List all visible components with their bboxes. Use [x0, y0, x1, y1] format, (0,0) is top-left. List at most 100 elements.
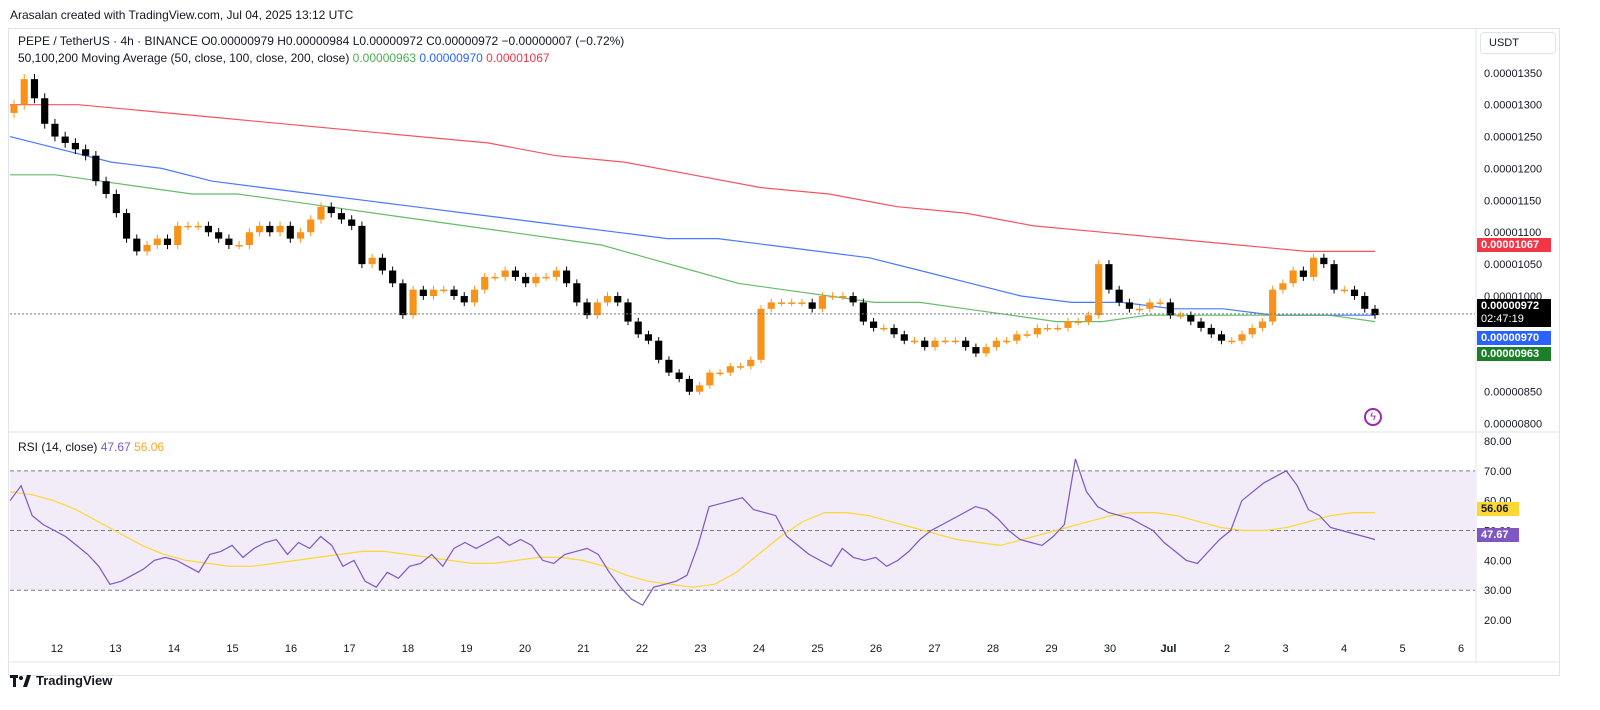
- candle: [614, 296, 622, 303]
- candle: [675, 372, 683, 379]
- candle: [276, 225, 284, 233]
- time-axis-label: Jul: [1161, 643, 1177, 655]
- ohlc-close: C0.00000972: [426, 34, 499, 48]
- candle: [409, 289, 417, 316]
- candle: [603, 296, 612, 303]
- candle: [327, 206, 335, 214]
- candle: [706, 372, 714, 386]
- candle: [1115, 289, 1123, 303]
- rsi-axis-label: 70.00: [1484, 466, 1512, 478]
- candle: [1299, 270, 1307, 277]
- candle: [10, 104, 18, 113]
- price-axis-label: 0.00001150: [1484, 195, 1541, 207]
- time-axis-label: 19: [460, 643, 472, 655]
- candle: [552, 270, 560, 277]
- candle: [399, 283, 407, 316]
- candle: [470, 289, 479, 303]
- candle: [972, 347, 980, 354]
- candle: [1166, 302, 1174, 316]
- candle: [235, 245, 243, 247]
- candle: [962, 340, 970, 348]
- price-axis-label: 0.00001100: [1484, 227, 1541, 239]
- candle: [1095, 264, 1103, 316]
- candle: [440, 289, 448, 292]
- candle: [634, 321, 642, 335]
- candle: [736, 366, 745, 368]
- rsi-signal-tag: 56.06: [1477, 502, 1519, 516]
- ma50-price-tag: 0.00000963: [1477, 347, 1551, 361]
- candle: [317, 206, 325, 220]
- currency-selector-button[interactable]: USDT: [1480, 32, 1556, 54]
- candle: [1248, 327, 1256, 335]
- candle: [307, 219, 315, 233]
- candle: [1084, 315, 1093, 322]
- candle: [1054, 327, 1062, 330]
- candle: [982, 347, 990, 354]
- time-axis-label: 21: [577, 643, 589, 655]
- candle: [685, 378, 693, 392]
- candle: [1003, 340, 1011, 343]
- candle: [532, 276, 540, 284]
- candle: [1228, 340, 1236, 343]
- price-axis-label: 0.00001200: [1484, 163, 1542, 175]
- candle: [481, 276, 489, 290]
- ma50-line: [10, 174, 1376, 323]
- time-axis-label: 15: [226, 643, 238, 655]
- time-axis-label: 24: [753, 643, 765, 655]
- candle: [563, 270, 571, 284]
- candle: [1207, 327, 1215, 335]
- candle: [1176, 315, 1185, 317]
- time-axis-label: 29: [1045, 643, 1057, 655]
- symbol-name[interactable]: PEPE / TetherUS · 4h · BINANCE: [18, 34, 198, 48]
- symbol-legend[interactable]: PEPE / TetherUS · 4h · BINANCE O0.000009…: [18, 34, 624, 48]
- ma-legend[interactable]: 50,100,200 Moving Average (50, close, 10…: [18, 51, 550, 65]
- candle: [245, 232, 253, 245]
- candle: [951, 340, 960, 343]
- tradingview-logo-icon: [10, 674, 31, 687]
- time-axis-label: 22: [636, 643, 648, 655]
- candle: [1258, 321, 1267, 328]
- tradingview-logo[interactable]: TradingView: [10, 673, 112, 688]
- candle: [655, 340, 663, 360]
- candle: [747, 359, 755, 367]
- ma100-line: [9, 136, 1375, 316]
- time-axis-label: 18: [402, 643, 414, 655]
- chart-frame: [8, 28, 1560, 676]
- time-axis-label: 6: [1458, 643, 1464, 655]
- candle: [225, 238, 233, 245]
- candle: [1361, 296, 1369, 309]
- candle: [1350, 289, 1359, 297]
- candle: [1136, 308, 1144, 311]
- candle: [296, 232, 305, 239]
- candle: [1074, 321, 1082, 324]
- candle: [82, 149, 90, 156]
- candle: [869, 321, 878, 328]
- last-price-value: 0.00000972: [1481, 300, 1540, 312]
- candle: [1064, 321, 1072, 328]
- candle: [757, 308, 765, 360]
- candle: [122, 213, 131, 239]
- candle: [941, 340, 949, 343]
- candle: [665, 359, 673, 373]
- candle: [1105, 264, 1113, 290]
- candle: [900, 334, 908, 341]
- rsi-axis-label: 80.00: [1484, 436, 1512, 448]
- candle: [798, 302, 806, 304]
- candle: [593, 302, 601, 316]
- candle: [1023, 334, 1031, 336]
- rsi-legend-label: RSI (14, close): [18, 440, 98, 454]
- price-axis-label: 0.00001300: [1484, 100, 1542, 112]
- time-axis-label: 14: [168, 643, 180, 655]
- candle: [788, 302, 796, 304]
- rsi-legend[interactable]: RSI (14, close) 47.67 56.06: [18, 440, 164, 454]
- candle: [542, 276, 550, 279]
- time-axis-label: 25: [811, 643, 823, 655]
- bar-countdown: 02:47:19: [1481, 313, 1524, 325]
- candle: [992, 340, 1000, 348]
- ma200-value: 0.00001067: [486, 51, 550, 65]
- time-axis-label: 13: [109, 643, 121, 655]
- lightning-icon[interactable]: ϟ: [1364, 408, 1382, 426]
- candle: [358, 225, 366, 265]
- ohlc-change: −0.00000007 (−0.72%): [501, 34, 625, 48]
